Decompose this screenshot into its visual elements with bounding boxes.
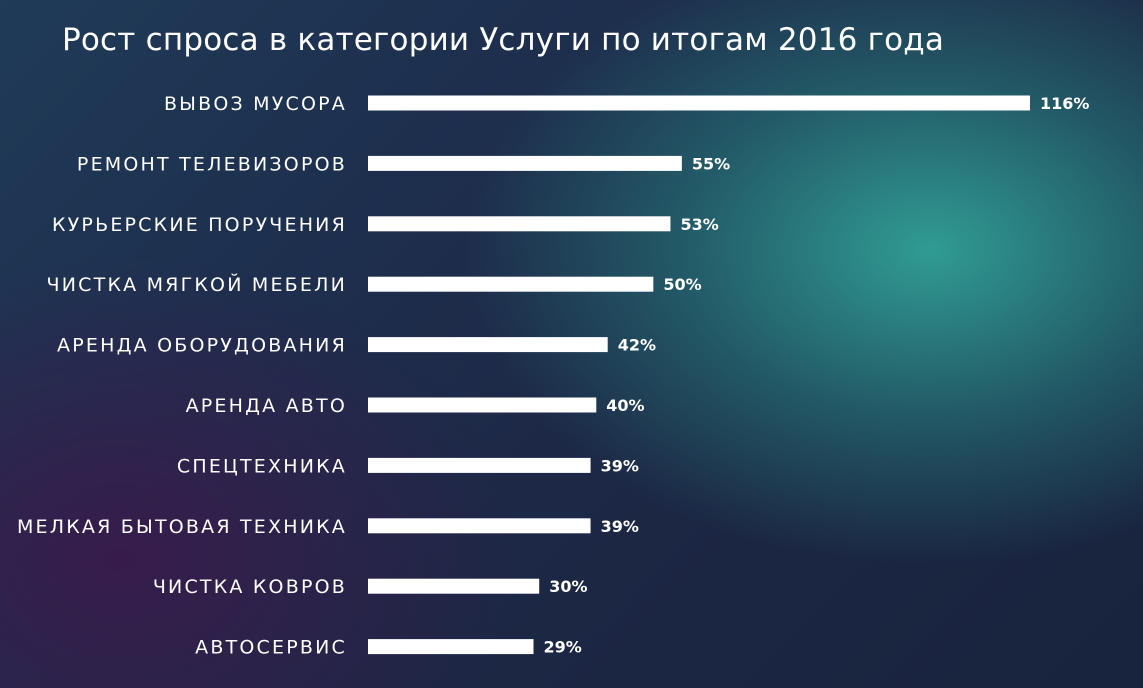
value-label: 39% <box>601 517 639 536</box>
value-label: 53% <box>680 215 718 234</box>
bar <box>368 518 591 534</box>
category-label: АРЕНДА ОБОРУДОВАНИЯ <box>57 335 347 357</box>
value-label: 42% <box>618 336 656 355</box>
category-label: МЕЛКАЯ БЫТОВАЯ ТЕХНИКА <box>17 516 347 538</box>
value-label: 29% <box>544 638 582 657</box>
bar <box>368 457 591 473</box>
bar <box>368 155 682 171</box>
value-label: 30% <box>549 577 587 596</box>
value-label: 40% <box>606 396 644 415</box>
category-label: СПЕЦТЕХНИКА <box>177 455 347 477</box>
bar <box>368 95 1030 111</box>
bar <box>368 578 540 594</box>
category-label: КУРЬЕРСКИЕ ПОРУЧЕНИЯ <box>52 214 347 236</box>
category-label: ЧИСТКА МЯГКОЙ МЕБЕЛИ <box>47 273 347 296</box>
bar <box>368 639 534 655</box>
category-label: ЧИСТКА КОВРОВ <box>153 576 347 598</box>
bar <box>368 216 671 232</box>
category-label: АРЕНДА АВТО <box>186 395 347 417</box>
category-label: РЕМОНТ ТЕЛЕВИЗОРОВ <box>77 153 347 175</box>
bars-group: ВЫВОЗ МУСОРА 116% РЕМОНТ ТЕЛЕВИЗОРОВ 55% КУР… <box>17 93 1090 659</box>
bar <box>368 276 654 292</box>
value-label: 116% <box>1040 94 1089 113</box>
bar <box>368 397 597 413</box>
value-label: 50% <box>663 275 701 294</box>
category-label: АВТОСЕРВИС <box>195 637 347 659</box>
value-label: 55% <box>692 154 730 173</box>
chart-title: Рост спроса в категории Услуги по итогам… <box>62 22 945 58</box>
bar <box>368 337 608 353</box>
value-label: 39% <box>601 456 639 475</box>
category-label: ВЫВОЗ МУСОРА <box>164 93 347 115</box>
